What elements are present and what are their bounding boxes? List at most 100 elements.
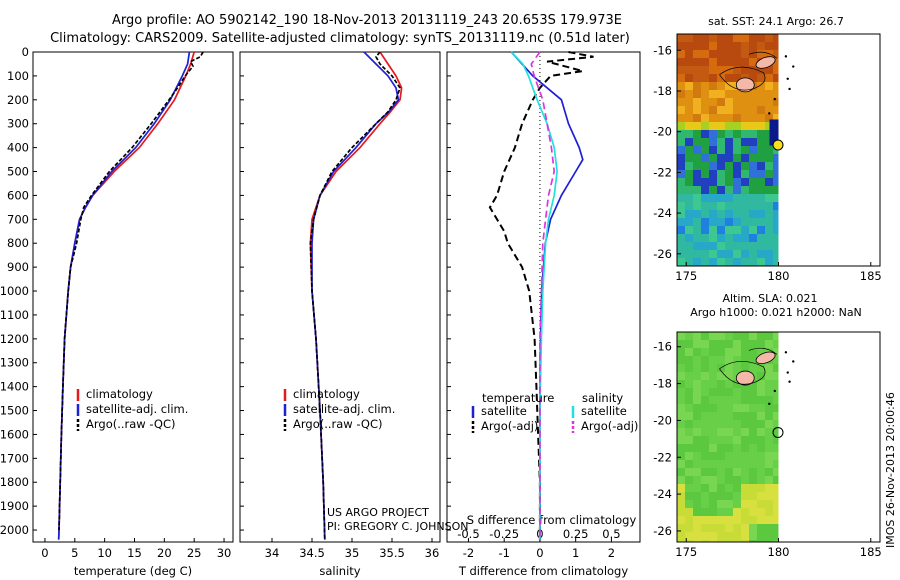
map-cell	[757, 388, 765, 396]
map-cell	[733, 396, 741, 404]
map-cell	[773, 114, 779, 122]
map-cell	[677, 242, 685, 250]
map-cell	[757, 194, 765, 202]
map-cell	[709, 380, 717, 388]
map-cell	[749, 178, 757, 186]
map-cell	[685, 258, 693, 266]
map-cell	[733, 468, 741, 476]
map-cell	[685, 372, 693, 380]
map-cell	[765, 540, 773, 542]
map-cell	[741, 500, 749, 508]
map-cell	[757, 436, 765, 444]
map-cell	[741, 428, 749, 436]
map-cell	[709, 242, 717, 250]
map-cell	[757, 508, 765, 516]
map-cell	[733, 226, 741, 234]
map-cell	[701, 178, 709, 186]
map-cell	[717, 34, 725, 42]
map-cell	[741, 210, 749, 218]
map-cell	[677, 202, 685, 210]
map-cell	[677, 492, 685, 500]
map-cell	[701, 476, 709, 484]
map-cell	[741, 234, 749, 242]
map-cell	[693, 388, 701, 396]
map-cell	[765, 500, 773, 508]
map-cell	[717, 508, 725, 516]
map-cell	[733, 258, 741, 266]
x-tick-label: 35	[345, 546, 360, 560]
x-axis-label: salinity	[319, 564, 360, 578]
map-cell	[749, 58, 757, 66]
y-tick-label: 600	[7, 188, 29, 202]
map-cell	[733, 210, 741, 218]
x-tick-label: 180	[768, 545, 790, 559]
map-cell	[677, 524, 685, 532]
map-cell	[701, 122, 709, 130]
map-cell	[701, 468, 709, 476]
map-cell	[717, 540, 725, 542]
map-cell	[733, 356, 741, 364]
map-cell	[701, 130, 709, 138]
map-cell	[749, 396, 757, 404]
map-cell	[693, 210, 701, 218]
map-cell	[733, 516, 741, 524]
map-cell	[749, 130, 757, 138]
legend-label: satellite	[481, 404, 527, 418]
map-cell	[725, 178, 733, 186]
map-cell	[765, 420, 773, 428]
map-cell	[709, 58, 717, 66]
map-cell	[677, 74, 685, 82]
y-tick-label: -26	[653, 247, 672, 261]
map-cell	[757, 420, 765, 428]
map-cell	[685, 194, 693, 202]
map-cell	[685, 500, 693, 508]
map-cell	[765, 364, 773, 372]
map-cell	[733, 340, 741, 348]
map-cell	[757, 372, 765, 380]
map-cell	[773, 372, 779, 380]
map-cell	[693, 396, 701, 404]
map-cell	[709, 146, 717, 154]
map-cell	[741, 114, 749, 122]
map-cell	[677, 404, 685, 412]
y-tick-label: 300	[7, 117, 29, 131]
x-tick-label: 175	[675, 545, 697, 559]
legend-label: Argo(..raw -QC)	[293, 417, 383, 431]
small-island	[773, 97, 777, 101]
map-cell	[693, 420, 701, 428]
map-cell	[741, 468, 749, 476]
small-island	[768, 112, 771, 115]
map-cell	[717, 162, 725, 170]
map-cell	[701, 34, 709, 42]
map-cell	[725, 396, 733, 404]
map-cell	[677, 210, 685, 218]
map-cell	[717, 114, 725, 122]
y-tick-label: 1900	[0, 499, 29, 513]
map-cell	[685, 162, 693, 170]
map-cell	[773, 210, 779, 218]
map-cell	[741, 242, 749, 250]
map-cell	[685, 380, 693, 388]
map-cell	[765, 114, 773, 122]
map-cell	[685, 250, 693, 258]
map-cell	[701, 500, 709, 508]
map-cell	[773, 508, 779, 516]
map-cell	[773, 380, 779, 388]
map-cell	[749, 468, 757, 476]
map-cell	[773, 82, 779, 90]
map-cell	[773, 396, 779, 404]
map-cell	[709, 50, 717, 58]
map-cell	[749, 122, 757, 130]
map-cell	[717, 202, 725, 210]
map-cell	[757, 170, 765, 178]
map-cell	[741, 34, 749, 42]
map-cell	[749, 90, 757, 98]
map-cell	[757, 242, 765, 250]
map-cell	[685, 66, 693, 74]
map-cell	[701, 532, 709, 540]
series-line-salinity-satellite	[510, 51, 558, 540]
map-cell	[749, 404, 757, 412]
map-cell	[749, 170, 757, 178]
map-cell	[709, 476, 717, 484]
